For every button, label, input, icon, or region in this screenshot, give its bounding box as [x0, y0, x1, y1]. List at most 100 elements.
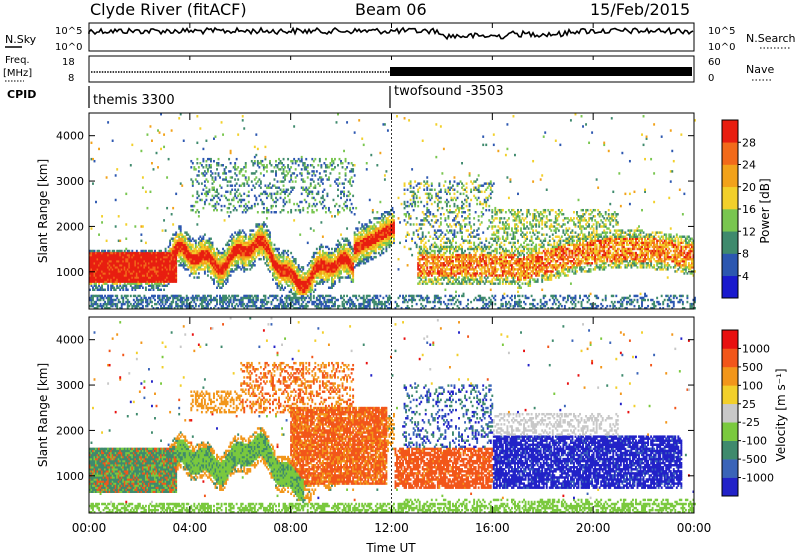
- power-cells-cell: [405, 239, 408, 243]
- power-cells-cell: [243, 302, 246, 306]
- power-cells-cell: [250, 241, 253, 245]
- power-cells-cell: [152, 276, 155, 279]
- power-cells-cell: [167, 251, 170, 255]
- power-cells-cell: [134, 288, 137, 292]
- power-cells-cell: [294, 257, 297, 261]
- power-cells-cell: [173, 278, 176, 281]
- power-cells-cell: [210, 255, 212, 259]
- power-cells-cell: [116, 284, 119, 287]
- power-cells-cell: [270, 302, 273, 306]
- power-cells-cell: [135, 253, 138, 257]
- power-cells-cell: [160, 266, 162, 269]
- power-cells-cell: [104, 251, 107, 255]
- power-cells-cell: [300, 168, 303, 171]
- power-cells-cell: [123, 264, 126, 267]
- power-cells-cell: [119, 300, 122, 304]
- power-cells-cell: [116, 306, 119, 310]
- power-cells-cell: [92, 304, 94, 308]
- power-cells-cell: [210, 157, 212, 161]
- power-cells-cell: [268, 235, 271, 238]
- power-cells-cell: [175, 251, 178, 255]
- power-cells-cell: [397, 257, 400, 261]
- power-cells-cell: [169, 264, 172, 267]
- power-cells-cell: [284, 166, 287, 169]
- power-cells-cell: [122, 253, 125, 257]
- power-cells-cell: [188, 260, 191, 263]
- power-cells-cell: [205, 164, 208, 167]
- power-cells-cell: [219, 278, 221, 281]
- power-cells-cell: [178, 294, 181, 298]
- power-cells-cell: [181, 300, 184, 304]
- power-cells-cell: [131, 274, 134, 277]
- power-cells-cell: [338, 304, 341, 308]
- power-cells-cell: [147, 272, 150, 275]
- power-cells-cell: [252, 233, 255, 236]
- power-cells-cell: [110, 272, 113, 275]
- power-cells-cell: [167, 298, 170, 302]
- power-cells-cell: [214, 268, 217, 271]
- power-cells-cell: [191, 204, 194, 208]
- power-cells-cell: [219, 302, 221, 306]
- power-cells-cell: [107, 300, 110, 304]
- power-cells-cell: [252, 247, 255, 251]
- power-cells-cell: [120, 286, 123, 289]
- power-cells-cell: [350, 176, 353, 179]
- power-cells-cell: [163, 251, 166, 255]
- power-cells-cell: [231, 176, 234, 179]
- power-cells-cell: [113, 257, 116, 261]
- power-cells-cell: [105, 251, 108, 255]
- power-cells-cell: [259, 229, 262, 232]
- power-cells-cell: [187, 257, 190, 261]
- power-cells-cell: [222, 272, 225, 275]
- power-cells-cell: [172, 245, 175, 249]
- power-cells-cell: [163, 278, 166, 281]
- power-cells-cell: [244, 253, 247, 257]
- power-cells-cell: [252, 237, 255, 240]
- power-cells-cell: [170, 264, 173, 267]
- power-cells-cell: [210, 264, 212, 267]
- power-cells-cell: [175, 245, 178, 249]
- power-cells-cell: [184, 298, 187, 302]
- power-cells-cell: [135, 260, 138, 263]
- power-cells-cell: [312, 294, 315, 298]
- power-cells-cell: [101, 253, 104, 257]
- power-cells-cell: [203, 251, 206, 255]
- power-cells-cell: [247, 235, 250, 238]
- power-cells-cell: [137, 284, 140, 287]
- power-cells-cell: [193, 296, 196, 300]
- power-cells-cell: [149, 268, 152, 271]
- power-cells-cell: [140, 266, 143, 269]
- power-cells-cell: [241, 300, 244, 304]
- power-cells-cell: [294, 180, 297, 183]
- power-cells-cell: [202, 247, 205, 251]
- power-cells-cell: [114, 278, 117, 281]
- power-cells-cell: [158, 296, 161, 300]
- power-cells-cell: [217, 280, 220, 283]
- power-cells-cell: [161, 296, 164, 300]
- power-cells-cell: [131, 276, 134, 279]
- power-cells-cell: [191, 264, 194, 267]
- power-cells-cell: [205, 296, 208, 300]
- power-cells-cell: [131, 266, 134, 269]
- power-cells-cell: [205, 249, 208, 253]
- power-cells-cell: [219, 296, 221, 300]
- power-cells-cell: [219, 282, 221, 285]
- power-cells-cell: [235, 208, 238, 212]
- power-cells-cell: [169, 241, 172, 245]
- power-cells-cell: [138, 284, 141, 287]
- power-cells-cell: [155, 262, 158, 265]
- power-cells-cell: [352, 168, 355, 171]
- power-cells-cell: [240, 268, 243, 271]
- power-cells-cell: [101, 255, 104, 259]
- power-cells-cell: [194, 262, 197, 265]
- power-cells-cell: [157, 288, 159, 292]
- power-cells-cell: [256, 225, 259, 228]
- power-cells-cell: [90, 302, 93, 306]
- power-cells-cell: [243, 166, 246, 169]
- power-cells-cell: [134, 304, 137, 308]
- power-cells-cell: [154, 249, 156, 253]
- power-cells-cell: [383, 174, 386, 177]
- power-cells-cell: [120, 294, 123, 298]
- power-cells-cell: [262, 166, 265, 169]
- power-cells-cell: [235, 302, 238, 306]
